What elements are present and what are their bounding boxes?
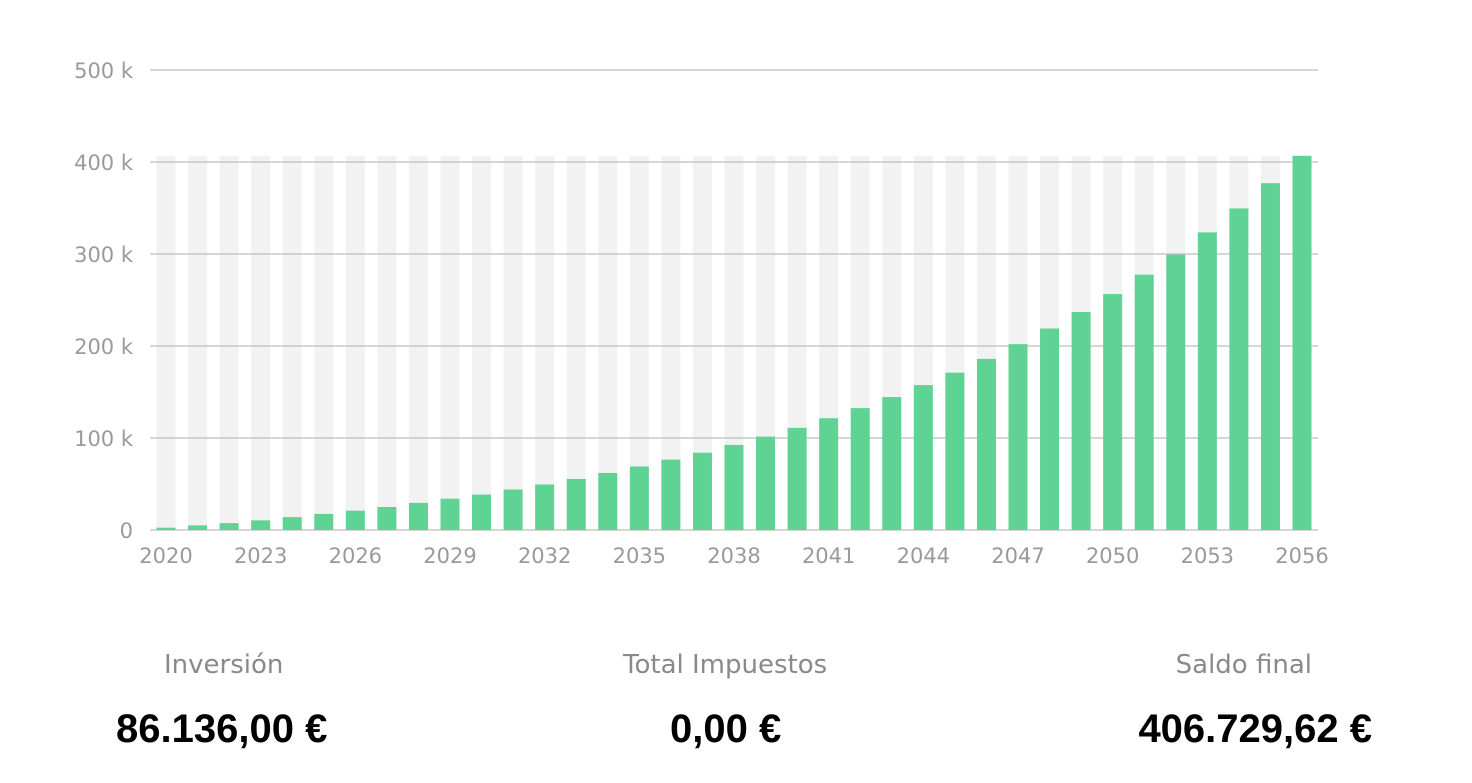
data-bar — [282, 517, 302, 530]
data-bar — [1229, 208, 1249, 530]
data-bar — [251, 520, 271, 530]
x-tick-label: 2038 — [707, 544, 760, 568]
x-tick-label: 2041 — [802, 544, 855, 568]
background-bar — [724, 155, 744, 530]
data-bar — [503, 489, 523, 530]
x-tick-label: 2035 — [613, 544, 666, 568]
data-bar — [629, 466, 649, 530]
data-bar — [566, 478, 586, 530]
background-bar — [440, 155, 460, 530]
x-tick-label: 2023 — [234, 544, 287, 568]
background-bar — [219, 155, 239, 530]
x-tick-label: 2053 — [1181, 544, 1234, 568]
y-tick-label: 0 — [120, 519, 133, 543]
background-bar — [629, 155, 649, 530]
data-bar — [314, 513, 334, 530]
data-bar — [661, 459, 681, 530]
total-impuestos-label: Total Impuestos — [623, 650, 828, 680]
saldo-final-value: 406.729,62 € — [1138, 707, 1372, 751]
background-bar — [188, 155, 208, 530]
x-tick-label: 2047 — [991, 544, 1044, 568]
x-tick-label: 2044 — [897, 544, 950, 568]
data-bar — [535, 484, 555, 530]
x-tick-label: 2029 — [423, 544, 476, 568]
y-tick-label: 400 k — [74, 151, 134, 175]
data-bar — [1040, 328, 1060, 530]
data-bar — [345, 510, 365, 530]
y-tick-label: 200 k — [74, 335, 134, 359]
data-bar — [1103, 294, 1123, 530]
data-bar — [787, 427, 807, 530]
background-bar — [566, 155, 586, 530]
x-tick-label: 2026 — [329, 544, 382, 568]
x-tick-label: 2056 — [1275, 544, 1328, 568]
background-bar — [377, 155, 397, 530]
background-bar — [408, 155, 428, 530]
investment-growth-chart: 0 100 k 200 k 300 k 400 k 500 k 2020 2023 2026 20… — [74, 59, 1329, 568]
data-bar — [976, 358, 996, 530]
data-bar — [1292, 155, 1312, 530]
data-bar — [1134, 274, 1154, 530]
data-bar — [377, 507, 397, 530]
data-bar — [188, 525, 208, 530]
background-bar — [345, 155, 365, 530]
background-bar — [756, 155, 776, 530]
background-bar — [692, 155, 712, 530]
x-tick-label: 2032 — [518, 544, 571, 568]
data-bar — [440, 498, 460, 530]
background-bar — [282, 155, 302, 530]
x-tick-label: 2020 — [139, 544, 192, 568]
data-bar — [945, 372, 965, 530]
data-bar — [819, 418, 839, 530]
data-bar — [598, 472, 618, 530]
data-bar — [756, 436, 776, 530]
total-impuestos-value: 0,00 € — [670, 707, 782, 751]
background-bar — [156, 155, 176, 530]
data-bar — [1166, 254, 1186, 530]
data-bar — [913, 385, 933, 530]
data-bar — [724, 444, 744, 530]
x-tick-label: 2050 — [1086, 544, 1139, 568]
data-bar — [1260, 183, 1280, 530]
background-bar — [472, 155, 492, 530]
data-bar — [219, 523, 239, 530]
data-bar — [882, 397, 902, 530]
data-bar — [472, 494, 492, 530]
y-tick-label: 100 k — [74, 427, 134, 451]
data-bar — [1197, 232, 1217, 530]
background-bar — [314, 155, 334, 530]
y-tick-label: 300 k — [74, 243, 134, 267]
inversion-label: Inversión — [164, 650, 284, 680]
data-bar — [850, 408, 870, 530]
data-bar — [692, 452, 712, 530]
background-bar — [535, 155, 555, 530]
background-bar — [503, 155, 523, 530]
background-bar — [251, 155, 271, 530]
y-tick-label: 500 k — [74, 59, 134, 83]
data-bar — [1071, 311, 1091, 530]
data-bar — [156, 527, 176, 530]
data-bar — [1008, 344, 1028, 530]
inversion-value: 86.136,00 € — [116, 707, 328, 751]
data-bar — [408, 502, 428, 530]
background-bar — [598, 155, 618, 530]
background-bar — [661, 155, 681, 530]
saldo-final-label: Saldo final — [1175, 650, 1312, 680]
